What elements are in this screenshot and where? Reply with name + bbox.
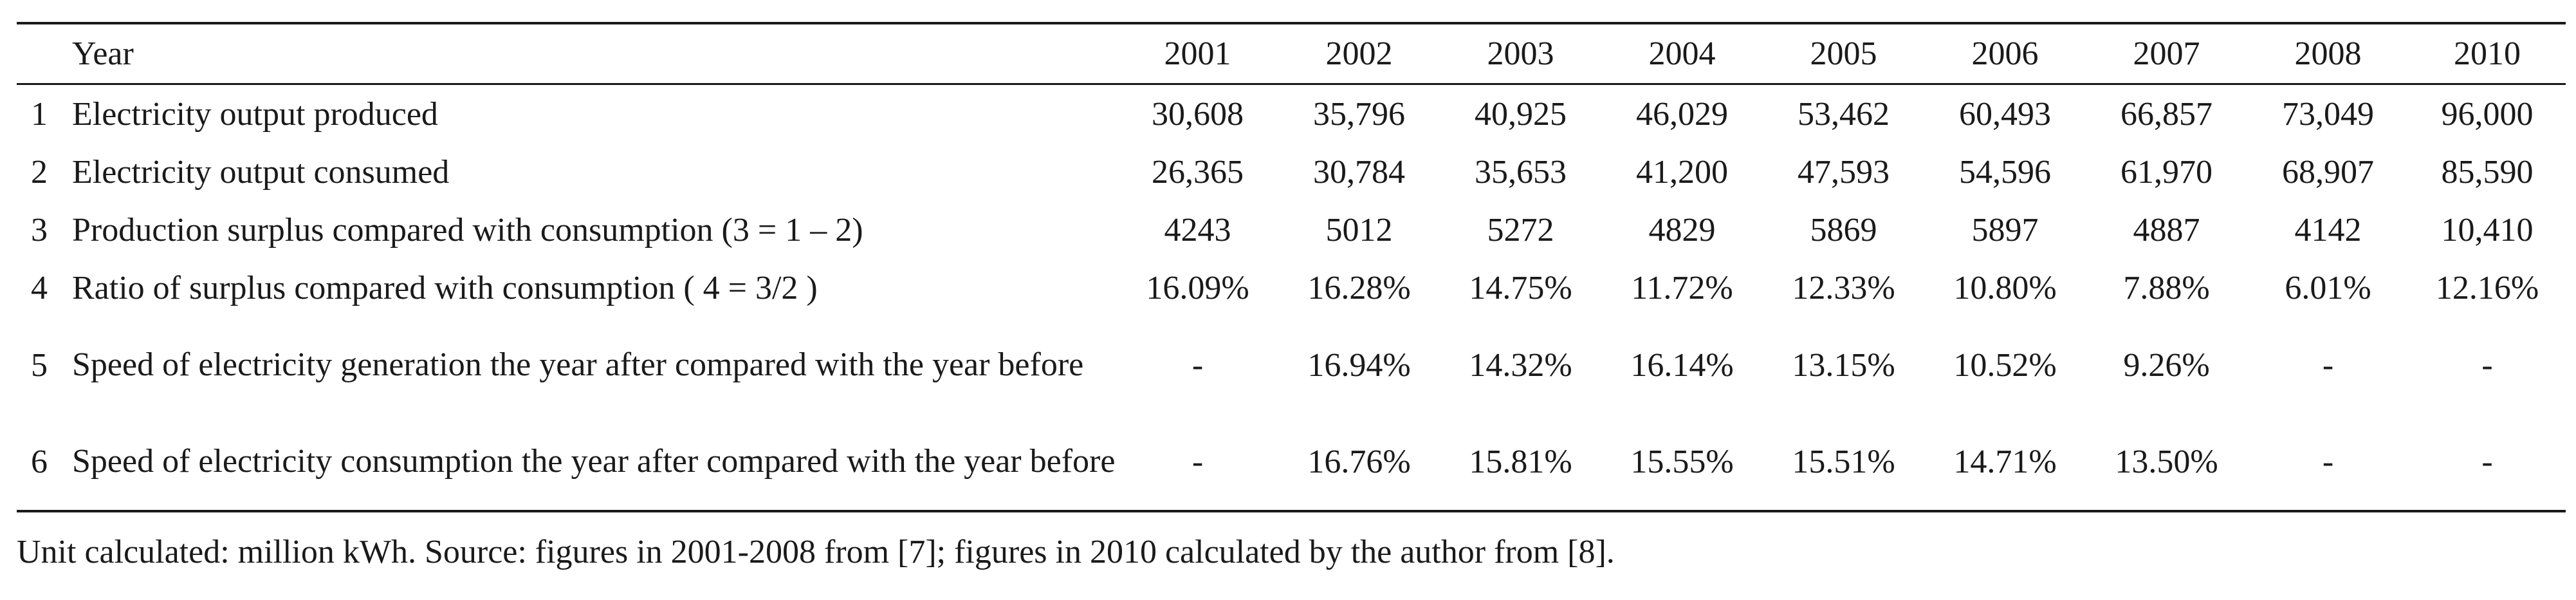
table-row: 6 Speed of electricity consumption the y…: [17, 413, 2566, 511]
table-cell: -: [2322, 443, 2334, 480]
year-header: 2002: [1325, 35, 1393, 72]
row-index: 4: [31, 269, 48, 306]
row-label: Ratio of surplus compared with consumpti…: [72, 269, 818, 306]
table-cell: -: [2322, 346, 2334, 384]
electricity-table: Year 2001 2002 2003 2004 2005 2006 2007 …: [17, 22, 2566, 512]
table-cell: -: [1191, 443, 1204, 480]
row-index: 5: [31, 346, 48, 384]
row-label: Electricity output produced: [72, 95, 438, 133]
table-cell: 15.51%: [1792, 443, 1895, 480]
table-cell: 9.26%: [2123, 346, 2210, 384]
table-cell: 30,784: [1313, 153, 1405, 191]
table-cell: 66,857: [2121, 95, 2213, 133]
table-cell: 13.15%: [1792, 346, 1895, 384]
table-body: 1 Electricity output produced 30,608 35,…: [17, 84, 2566, 511]
row-index: 6: [31, 443, 48, 480]
table-cell: 16.14%: [1630, 346, 1734, 384]
table-cell: 26,365: [1152, 153, 1244, 191]
table-cell: 30,608: [1152, 95, 1244, 133]
table-cell: 85,590: [2441, 153, 2534, 191]
row-label: Speed of electricity consumption the yea…: [72, 443, 1116, 480]
table-cell: 4142: [2294, 211, 2362, 248]
table-row: 3 Production surplus compared with consu…: [17, 201, 2566, 259]
table-cell: 15.55%: [1630, 443, 1734, 480]
year-header: 2010: [2454, 35, 2521, 72]
table-row: 5 Speed of electricity generation the ye…: [17, 317, 2566, 413]
year-header: 2007: [2133, 35, 2200, 72]
table-cell: 46,029: [1636, 95, 1728, 133]
year-header: 2003: [1487, 35, 1554, 72]
table-footnote: Unit calculated: million kWh. Source: fi…: [17, 534, 1615, 570]
table-cell: -: [1191, 346, 1204, 384]
table-cell: 60,493: [1959, 95, 2051, 133]
header-index-cell: [17, 23, 62, 84]
row-label: Electricity output consumed: [72, 153, 450, 191]
table-cell: 16.94%: [1307, 346, 1411, 384]
header-row: Year 2001 2002 2003 2004 2005 2006 2007 …: [17, 23, 2566, 84]
year-header: 2006: [1971, 35, 2039, 72]
table-cell: 5272: [1487, 211, 1554, 248]
table-cell: 5869: [1810, 211, 1877, 248]
table-header: Year 2001 2002 2003 2004 2005 2006 2007 …: [17, 23, 2566, 84]
table-cell: 10.52%: [1953, 346, 2057, 384]
table-cell: 14.75%: [1469, 269, 1572, 306]
year-header: 2008: [2294, 35, 2362, 72]
table-cell: 6.01%: [2285, 269, 2371, 306]
table-cell: 61,970: [2121, 153, 2213, 191]
table-cell: 96,000: [2441, 95, 2534, 133]
table-cell: 10.80%: [1953, 269, 2057, 306]
table-cell: -: [2481, 443, 2493, 480]
table-row: 4 Ratio of surplus compared with consump…: [17, 259, 2566, 317]
table-cell: 12.16%: [2435, 269, 2539, 306]
table-cell: 7.88%: [2123, 269, 2210, 306]
table-cell: 4243: [1164, 211, 1231, 248]
row-label: Production surplus compared with consump…: [72, 211, 863, 248]
table-cell: 11.72%: [1631, 269, 1733, 306]
table-cell: 35,796: [1313, 95, 1405, 133]
table-cell: 53,462: [1798, 95, 1890, 133]
table-row: 1 Electricity output produced 30,608 35,…: [17, 84, 2566, 144]
table-cell: 4829: [1648, 211, 1716, 248]
table-cell: 16.76%: [1307, 443, 1411, 480]
table-cell: 10,410: [2441, 211, 2534, 248]
year-header: 2001: [1164, 35, 1231, 72]
table-cell: 16.28%: [1307, 269, 1411, 306]
table-cell: -: [2481, 346, 2493, 384]
table-cell: 68,907: [2282, 153, 2374, 191]
table-cell: 47,593: [1798, 153, 1890, 191]
table-cell: 41,200: [1636, 153, 1728, 191]
row-index: 3: [31, 211, 48, 248]
year-header: 2005: [1810, 35, 1877, 72]
table-cell: 73,049: [2282, 95, 2374, 133]
table-cell: 13.50%: [2115, 443, 2218, 480]
table-cell: 40,925: [1475, 95, 1567, 133]
header-label: Year: [72, 35, 134, 72]
table-row: 2 Electricity output consumed 26,365 30,…: [17, 143, 2566, 201]
table-cell: 12.33%: [1792, 269, 1895, 306]
table-cell: 14.32%: [1469, 346, 1572, 384]
table-cell: 15.81%: [1469, 443, 1572, 480]
table-cell: 14.71%: [1953, 443, 2057, 480]
row-index: 2: [31, 153, 48, 191]
table-cell: 35,653: [1475, 153, 1567, 191]
row-index: 1: [31, 95, 48, 133]
row-label: Speed of electricity generation the year…: [72, 346, 1084, 383]
table-cell: 5012: [1325, 211, 1393, 248]
year-header: 2004: [1648, 35, 1716, 72]
table-cell: 16.09%: [1146, 269, 1249, 306]
table-cell: 5897: [1971, 211, 2039, 248]
table-cell: 4887: [2133, 211, 2200, 248]
table-cell: 54,596: [1959, 153, 2051, 191]
